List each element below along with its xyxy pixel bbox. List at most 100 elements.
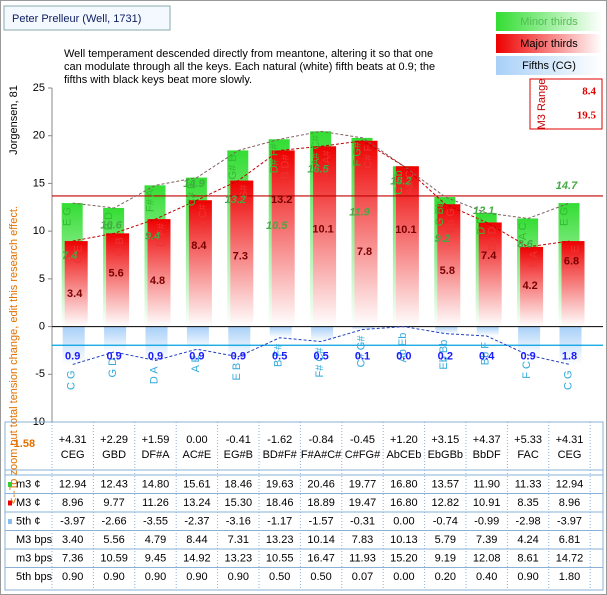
bar: [228, 326, 251, 357]
table-cell: 12.08: [473, 552, 501, 564]
bar: [269, 326, 292, 338]
beat-label: 0.2: [438, 350, 453, 362]
table-cell: 18.46: [266, 497, 294, 509]
table-cell: -3.97: [557, 515, 582, 527]
y-tick-label: 0: [39, 320, 45, 332]
table-cell: -3.97: [60, 515, 85, 527]
legend-label: Fifths (CG): [522, 60, 576, 72]
table-cell: 11.26: [142, 497, 169, 509]
table-cell: -2.98: [516, 515, 541, 527]
bar-note: G B: [114, 237, 126, 256]
beat-label: 16.5: [307, 163, 329, 175]
column-chord: C#FG#: [345, 449, 381, 461]
column-chord: F#A#C#: [301, 449, 342, 461]
bar-note: F# A#: [321, 149, 333, 179]
table-cell: 15.30: [225, 497, 253, 509]
column-change: +2.29: [100, 434, 128, 446]
row-label: 5th bps: [16, 571, 53, 583]
bar-note: F# C#: [314, 347, 326, 378]
bar-note: D# F#: [269, 142, 281, 173]
table-cell: 0.20: [435, 571, 456, 583]
note: <--To zoom out total tension change, edi…: [8, 206, 20, 504]
row-label: m3 bps: [16, 552, 53, 564]
legend-swatch: [496, 12, 602, 31]
column-chord: FAC: [517, 449, 538, 461]
bar-note: G Bb: [434, 201, 446, 226]
column-change: 0.00: [186, 434, 207, 446]
bar-note: A E: [190, 355, 202, 372]
table-cell: -0.31: [350, 515, 375, 527]
table-cell: 0.00: [393, 571, 414, 583]
table-cell: 19.77: [349, 478, 377, 490]
table-cell: -2.66: [102, 515, 127, 527]
column-change: -0.41: [226, 434, 251, 446]
column-change: +3.15: [431, 434, 459, 446]
bar: [354, 140, 378, 327]
bar-note: A C: [517, 222, 529, 240]
column-chord: GBD: [102, 449, 126, 461]
beat-label: 0.9: [189, 350, 204, 362]
bar: [476, 326, 499, 337]
beat-label: 1.8: [562, 350, 577, 362]
beat-label: 10.1: [395, 224, 416, 236]
bar: [435, 326, 458, 334]
table-cell: 0.90: [186, 571, 207, 583]
trend-line: [72, 140, 570, 248]
range-label: M3 Range: [536, 79, 548, 130]
beat-label: 0.9: [520, 350, 535, 362]
table-cell: 7.83: [352, 534, 373, 546]
table-cell: 5.79: [435, 534, 456, 546]
row-icon: [8, 519, 12, 524]
bar-note: Ab Eb: [397, 333, 409, 363]
table-cell: 12.94: [59, 478, 87, 490]
table-cell: 0.90: [103, 571, 124, 583]
y-tick-label: -5: [35, 368, 45, 380]
table-cell: -0.74: [433, 515, 458, 527]
table-cell: 11.90: [473, 478, 500, 490]
bar: [478, 222, 502, 327]
beat-label: 0.9: [148, 350, 163, 362]
table-cell: -1.57: [309, 515, 334, 527]
table-cell: 11.33: [515, 478, 542, 490]
beat-label: 0.9: [106, 350, 121, 362]
column-chord: BbDF: [473, 449, 501, 461]
column-chord: CEG: [558, 449, 582, 461]
column-change: -1.62: [267, 434, 292, 446]
beat-label: 9.4: [145, 230, 160, 242]
bar: [352, 326, 375, 330]
table-cell: 1.80: [559, 571, 580, 583]
bar-note: E G#: [238, 184, 250, 210]
table-cell: 10.55: [266, 552, 294, 564]
table-cell: 12.82: [432, 497, 460, 509]
table-cell: 0.50: [310, 571, 331, 583]
beat-label: 7.3: [233, 251, 248, 263]
beat-label: 7.4: [62, 250, 77, 262]
column-change: -0.84: [309, 434, 334, 446]
y-tick-label: 5: [39, 273, 45, 285]
table-cell: 10.91: [473, 497, 501, 509]
bar-note: E G: [558, 207, 570, 226]
beat-label: 0.4: [479, 350, 495, 362]
description-line: Well temperament descended directly from…: [64, 48, 433, 60]
table-cell: 12.43: [100, 478, 128, 490]
beat-label: 9.2: [435, 233, 450, 245]
beat-label: 13.2: [225, 194, 246, 206]
bar-note: B D#: [280, 154, 292, 179]
column-change: +4.31: [59, 434, 87, 446]
table-cell: 3.40: [62, 534, 83, 546]
bar-note: D F#: [155, 222, 167, 247]
beat-label: 7.4: [481, 250, 497, 262]
bar-note: G D: [107, 358, 119, 378]
range-min: 8.4: [582, 86, 596, 98]
table-cell: 14.80: [142, 478, 170, 490]
bar-note: D A: [148, 366, 160, 384]
bar: [104, 326, 127, 352]
table-cell: 9.19: [435, 552, 456, 564]
description-line: fifths with black keys beat more slowly.: [64, 74, 252, 86]
beat-label: 3.4: [67, 288, 83, 300]
table-cell: 7.39: [476, 534, 497, 546]
table-cell: 9.45: [145, 552, 166, 564]
y-tick-label: 15: [33, 177, 45, 189]
bar: [313, 146, 337, 327]
